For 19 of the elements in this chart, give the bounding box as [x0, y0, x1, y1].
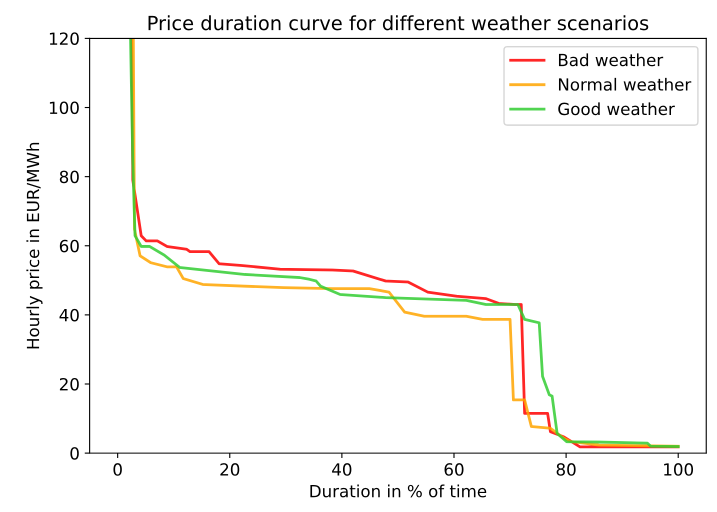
x-tick-label: 0 [113, 463, 122, 476]
x-tick-label: 100 [664, 463, 694, 476]
x-tick-label: 80 [556, 463, 576, 476]
chart-title: Price duration curve for different weather scenarios [148, 15, 648, 30]
y-tick-label: 100 [50, 101, 79, 114]
y-tick-label: 40 [60, 308, 79, 322]
y-tick-label: 20 [60, 378, 79, 391]
y-tick-label: 80 [60, 170, 79, 184]
x-tick-label: 60 [444, 463, 464, 476]
legend-label: Bad weather [558, 53, 664, 66]
x-tick-label: 20 [220, 463, 240, 476]
y-tick-label: 0 [70, 447, 79, 460]
y-tick-label: 120 [50, 32, 79, 45]
legend-label: Good weather [558, 102, 675, 116]
y-axis-title: Hourly price in EUR/MWh [26, 142, 43, 348]
legend-label: Normal weather [558, 78, 692, 91]
x-tick-label: 40 [332, 463, 352, 476]
y-tick-label: 60 [60, 240, 79, 252]
x-axis-title: Duration in % of time [310, 484, 486, 498]
